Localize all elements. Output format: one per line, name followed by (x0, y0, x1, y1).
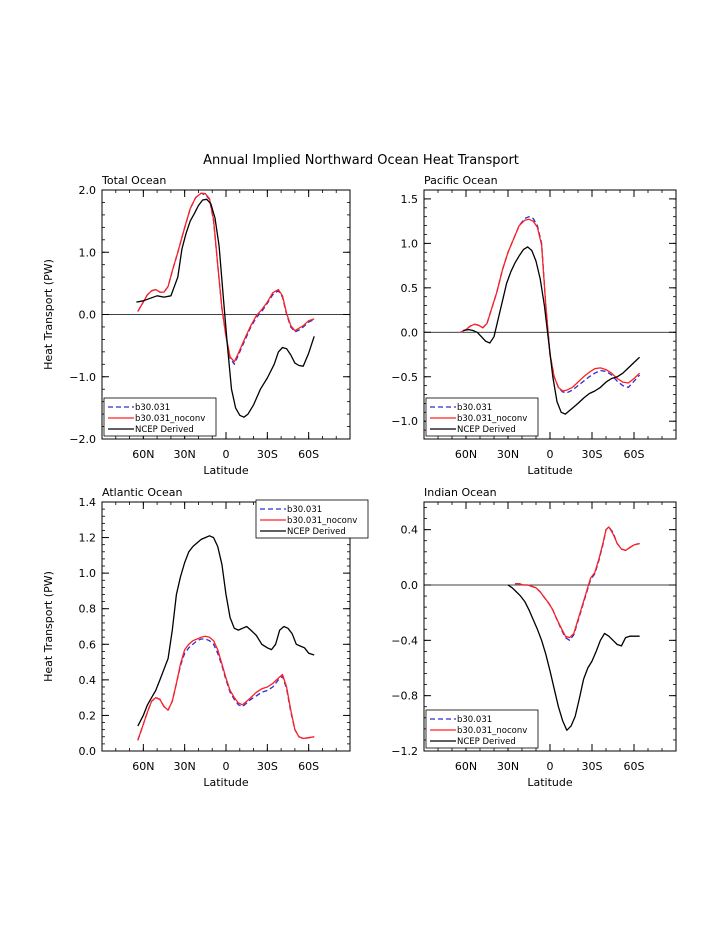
legend-box (103, 397, 217, 437)
panel-indian: Indian Ocean 0.4 0.0 −0.4 −0.8 −1.2 60N 30N 0 30S… (391, 486, 677, 789)
x-tick-label: 60S (624, 448, 645, 461)
panel-title: Indian Ocean (424, 486, 497, 499)
legend-entry: NCEP Derived (457, 737, 516, 747)
legend-box (255, 499, 369, 539)
series-line-ncep-derived (137, 535, 315, 727)
x-tick-label: 30N (174, 448, 196, 461)
panels: Total Ocean 2.0 1.0 0.0 −1.0 −2.0 60N 30N 0 30S 60… (42, 174, 677, 789)
legend-box (425, 709, 539, 749)
y-tick-label: 0.6 (79, 638, 97, 651)
series-line-b30-031-noconv (137, 635, 315, 741)
y-tick-label: 1.5 (401, 193, 419, 206)
x-tick-label: 30S (582, 760, 603, 773)
y-axis-label: Heat Transport (PW) (42, 259, 55, 370)
y-tick-label: 0.8 (79, 603, 97, 616)
series-line-ncep-derived (136, 198, 315, 418)
x-tick-label: 0 (223, 448, 230, 461)
y-tick-label: 1.2 (79, 532, 97, 545)
y-axis-label: Heat Transport (PW) (42, 571, 55, 682)
legend-entry: NCEP Derived (287, 527, 346, 537)
legend-entry: b30.031 (457, 403, 492, 413)
figure-title: Annual Implied Northward Ocean Heat Tran… (203, 153, 519, 168)
y-tick-label: 2.0 (79, 184, 97, 197)
series-line-ncep-derived (463, 246, 641, 415)
x-axis-label: Latitude (203, 776, 249, 789)
y-tick-label: −0.5 (391, 371, 418, 384)
y-tick-label: −1.0 (69, 371, 96, 384)
x-tick-label: 30S (582, 448, 603, 461)
y-tick-label: −1.0 (391, 415, 418, 428)
x-axis-label: Latitude (527, 464, 573, 477)
legend-entry: NCEP Derived (457, 425, 516, 435)
y-tick-label: 0.4 (401, 524, 419, 537)
x-axis-label: Latitude (203, 464, 249, 477)
x-tick-label: 60N (132, 760, 154, 773)
y-tick-label: 1.0 (79, 567, 97, 580)
legend-entry: b30.031 (457, 715, 492, 725)
x-tick-label: 30N (497, 448, 519, 461)
x-tick-label: 60N (455, 760, 477, 773)
series-line-b30-031-noconv (515, 526, 640, 639)
x-tick-label: 30N (174, 760, 196, 773)
y-tick-label: 1.0 (401, 237, 419, 250)
legend-entry: b30.031 (287, 505, 322, 515)
y-tick-label: 0.2 (79, 709, 97, 722)
y-tick-label: 0.5 (401, 282, 419, 295)
x-tick-label: 60N (132, 448, 154, 461)
y-tick-label: −2.0 (69, 433, 96, 446)
panel-title: Atlantic Ocean (102, 486, 183, 499)
panel-total: Total Ocean 2.0 1.0 0.0 −1.0 −2.0 60N 30N 0 30S 60… (42, 174, 351, 477)
legend-box (425, 397, 539, 437)
legend-entry: b30.031_noconv (457, 414, 527, 424)
y-tick-label: −1.2 (391, 745, 418, 758)
legend-entry: b30.031_noconv (457, 726, 527, 736)
x-tick-label: 30S (257, 760, 278, 773)
x-tick-label: 60S (298, 760, 319, 773)
x-tick-label: 60S (298, 448, 319, 461)
panel-title: Pacific Ocean (424, 174, 498, 187)
y-tick-label: 0.0 (401, 326, 419, 339)
y-tick-label: −0.8 (391, 690, 418, 703)
y-tick-label: 0.4 (79, 674, 97, 687)
x-tick-label: 0 (547, 760, 554, 773)
x-tick-label: 0 (223, 760, 230, 773)
legend-entry: b30.031_noconv (287, 516, 357, 526)
x-tick-label: 30S (257, 448, 278, 461)
x-axis-label: Latitude (527, 776, 573, 789)
panel-title: Total Ocean (101, 174, 166, 187)
y-tick-label: 1.4 (79, 496, 97, 509)
legend-entry: NCEP Derived (135, 425, 194, 435)
legend-entry: b30.031_noconv (135, 414, 205, 424)
series-line-ncep-derived (507, 584, 640, 731)
series-line-b30-031-noconv (460, 218, 641, 392)
y-tick-label: 0.0 (401, 579, 419, 592)
x-tick-label: 60N (455, 448, 477, 461)
x-tick-label: 30N (497, 760, 519, 773)
legend-entry: b30.031 (135, 403, 170, 413)
y-tick-label: 0.0 (79, 309, 97, 322)
panel-atlantic: Atlantic Ocean 1.4 1.2 1.0 0.8 0.6 0.4 0.2 0.0 60… (42, 486, 369, 789)
x-tick-label: 0 (547, 448, 554, 461)
y-tick-label: 0.0 (79, 745, 97, 758)
y-tick-label: 1.0 (79, 246, 97, 259)
panel-pacific: Pacific Ocean 1.5 1.0 0.5 0.0 −0.5 −1.0 60N 30N 0… (391, 174, 677, 477)
y-tick-label: −0.4 (391, 634, 418, 647)
x-tick-label: 60S (624, 760, 645, 773)
